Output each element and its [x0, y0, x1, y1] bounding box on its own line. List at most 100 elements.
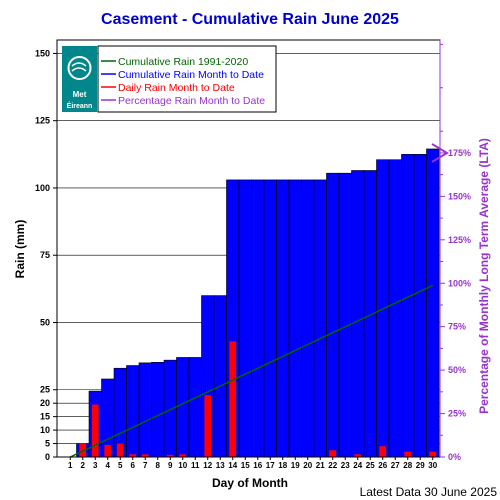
cumulative-bar-day-18	[276, 179, 290, 458]
x-tick-label-14: 14	[228, 461, 237, 470]
daily-bar-day-6	[129, 454, 137, 457]
cumulative-bar-day-8	[151, 362, 165, 458]
cumulative-bar-day-30	[426, 148, 440, 458]
y2-tick-label-50%: 50%	[448, 365, 466, 375]
daily-bar-day-14	[229, 341, 237, 457]
lta-line	[69, 284, 434, 458]
daily-bar-day-22	[329, 450, 337, 457]
x-tick-label-4: 4	[106, 461, 111, 470]
daily-bar-day-9	[166, 454, 174, 457]
y-tick-label-100: 100	[35, 183, 50, 193]
cumulative-bar-day-29	[413, 154, 427, 458]
x-tick-label-1: 1	[68, 461, 73, 470]
x-tick-label-21: 21	[316, 461, 325, 470]
x-tick-label-27: 27	[391, 461, 400, 470]
logo-text-eireann: Éireann	[67, 101, 93, 110]
percent-marker	[431, 143, 449, 163]
x-tick-label-5: 5	[118, 461, 123, 470]
y-tick-label-15: 15	[40, 412, 50, 422]
y2-tick-label-75%: 75%	[448, 322, 466, 332]
x-tick-label-7: 7	[143, 461, 148, 470]
x-tick-label-24: 24	[353, 461, 362, 470]
x-tick-label-18: 18	[278, 461, 287, 470]
x-tick-label-19: 19	[291, 461, 300, 470]
cumulative-bar-day-17	[263, 179, 277, 458]
legend-percentage: Percentage Rain Month to Date	[118, 95, 265, 107]
y-tick-label-75: 75	[40, 250, 50, 260]
x-tick-label-23: 23	[341, 461, 350, 470]
cumulative-bar-day-28	[401, 154, 415, 458]
y2-tick-label-0%: 0%	[448, 452, 461, 462]
cumulative-bar-day-21	[313, 179, 327, 458]
daily-bar-day-10	[179, 454, 187, 457]
cumulative-bar-day-13	[213, 295, 227, 458]
daily-bar-day-28	[404, 451, 412, 457]
x-tick-label-10: 10	[178, 461, 187, 470]
daily-bar-day-7	[141, 454, 149, 457]
daily-bar-day-2	[79, 443, 87, 457]
cumulative-bar-day-10	[176, 357, 190, 458]
cumulative-bar-day-22	[326, 172, 340, 458]
x-tick-label-20: 20	[303, 461, 312, 470]
daily-bar-day-5	[116, 443, 124, 457]
x-tick-label-9: 9	[168, 461, 173, 470]
y-axis-label: Rain (mm)	[13, 220, 27, 279]
cumulative-bar-day-27	[388, 159, 402, 458]
met-eireann-logo-icon: Met Éireann	[67, 56, 93, 110]
y-tick-label-150: 150	[35, 48, 50, 58]
legend: Met Éireann Cumulative Rain 1991-2020 Cu…	[62, 45, 277, 113]
y-tick-label-50: 50	[40, 317, 50, 327]
daily-bar-day-3	[91, 404, 99, 457]
logo-text-met: Met	[73, 90, 87, 99]
daily-bar-day-24	[354, 454, 362, 457]
daily-bar-day-30	[429, 451, 437, 457]
cumulative-bar-day-16	[251, 179, 265, 458]
y2-axis-ticks: 0% 25% 50% 75% 100% 125% 150% 175%	[440, 43, 471, 462]
cumulative-bar-day-6	[126, 365, 140, 458]
daily-bar-day-26	[379, 446, 387, 457]
chart-title: Casement - Cumulative Rain June 2025	[101, 11, 399, 28]
cumulative-bar-day-24	[351, 170, 365, 458]
y2-axis-label: Percentage of Monthly Long Term Average …	[477, 138, 491, 414]
x-tick-label-29: 29	[416, 461, 425, 470]
legend-lta: Cumulative Rain 1991-2020	[118, 56, 248, 68]
y-tick-label-20: 20	[40, 398, 50, 408]
x-tick-label-16: 16	[253, 461, 262, 470]
cumulative-bar-day-7	[138, 362, 152, 458]
y-tick-label-10: 10	[40, 425, 50, 435]
x-tick-label-26: 26	[378, 461, 387, 470]
x-tick-label-28: 28	[403, 461, 412, 470]
legend-cumulative: Cumulative Rain Month to Date	[118, 69, 264, 81]
cumulative-bar-day-15	[238, 179, 252, 458]
x-axis-label: Day of Month	[212, 476, 288, 490]
y-axis-ticks: 0 5 10 15 20 25 50 75 100 125 150	[35, 48, 57, 462]
x-tick-label-13: 13	[216, 461, 225, 470]
x-tick-label-3: 3	[93, 461, 98, 470]
x-tick-label-8: 8	[156, 461, 161, 470]
x-tick-label-17: 17	[266, 461, 275, 470]
cumulative-bar-day-9	[163, 359, 177, 458]
y2-tick-label-25%: 25%	[448, 409, 466, 419]
daily-bar-day-12	[204, 395, 212, 457]
y2-tick-label-100%: 100%	[448, 278, 471, 288]
cumulative-bar-day-19	[288, 179, 302, 458]
legend-daily: Daily Rain Month to Date	[118, 82, 235, 94]
daily-bar-day-4	[104, 444, 112, 457]
daily-bars	[79, 341, 437, 457]
y-tick-label-5: 5	[45, 439, 50, 449]
x-tick-label-6: 6	[131, 461, 136, 470]
y-tick-label-25: 25	[40, 385, 50, 395]
x-tick-label-15: 15	[241, 461, 250, 470]
x-tick-label-2: 2	[81, 461, 86, 470]
y-tick-label-125: 125	[35, 116, 50, 126]
x-tick-label-12: 12	[203, 461, 212, 470]
cumulative-bar-day-20	[301, 179, 315, 458]
y2-tick-label-150%: 150%	[448, 191, 471, 201]
y-tick-label-0: 0	[45, 452, 50, 462]
cumulative-bar-day-23	[338, 172, 352, 458]
footer-latest-data: Latest Data 30 June 2025	[360, 485, 498, 499]
x-tick-label-25: 25	[366, 461, 375, 470]
y2-tick-label-125%: 125%	[448, 235, 471, 245]
y2-tick-label-175%: 175%	[448, 148, 471, 158]
x-tick-label-11: 11	[191, 461, 200, 470]
